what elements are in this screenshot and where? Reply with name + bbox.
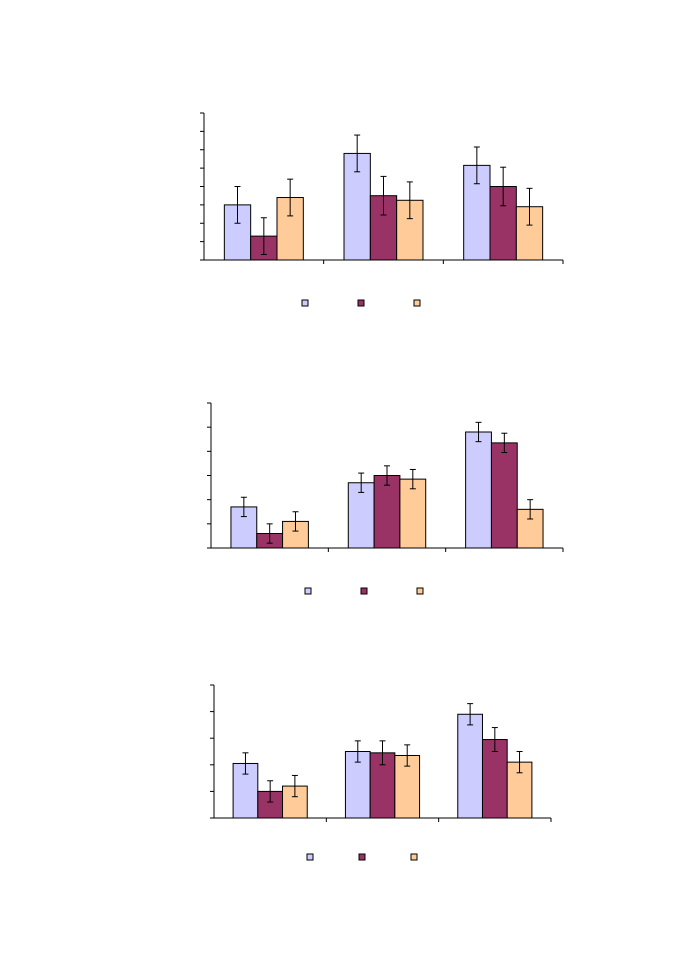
bar-series-1-cat-1 (232, 762, 259, 819)
legend-swatch-series-2 (357, 299, 365, 307)
chart-3 (210, 684, 552, 861)
bar-series-3-cat-1 (276, 197, 304, 261)
bar-series-1-cat-1 (223, 204, 252, 261)
legend-swatch-series-3 (416, 587, 424, 595)
bar-series-1-cat-3 (457, 713, 483, 819)
legend-swatch-series-2 (360, 587, 368, 595)
chart-1 (200, 112, 564, 307)
chart-2 (207, 402, 564, 595)
legend-swatch-series-3 (413, 299, 421, 307)
bar-series-2-cat-3 (481, 739, 508, 819)
bar-series-2-cat-3 (490, 442, 518, 549)
legend-swatch-series-1 (304, 587, 312, 595)
legend-swatch-series-3 (410, 853, 418, 861)
legend-swatch-series-1 (306, 853, 314, 861)
bar-series-1-cat-2 (347, 482, 375, 549)
legend-swatch-series-1 (301, 299, 309, 307)
bar-series-1-cat-3 (465, 431, 492, 549)
bar-series-3-cat-2 (399, 478, 427, 549)
legend-swatch-series-2 (358, 853, 366, 861)
bar-series-2-cat-2 (373, 475, 401, 549)
